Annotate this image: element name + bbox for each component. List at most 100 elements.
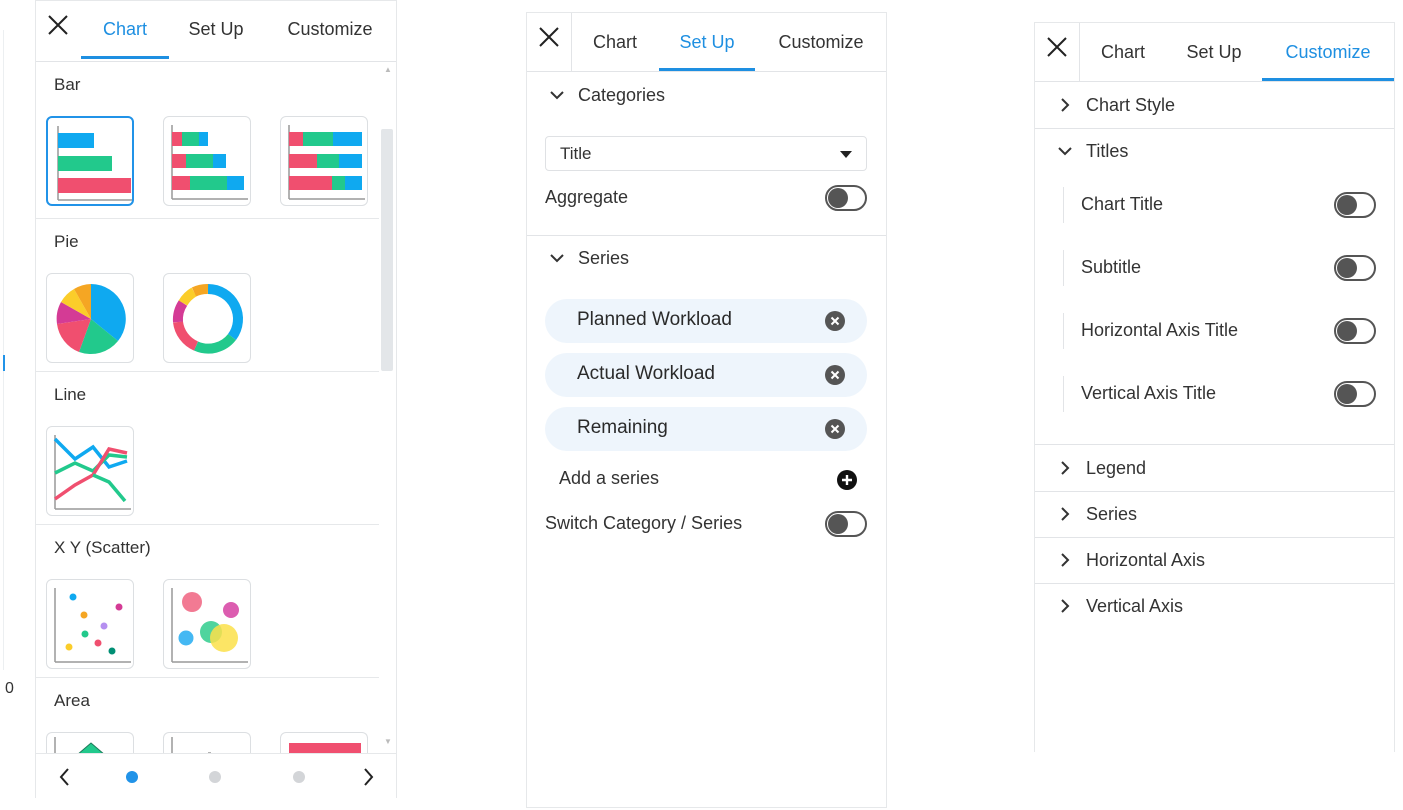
- series-section-header[interactable]: Series: [1035, 491, 1394, 538]
- chevron-down-icon: [550, 254, 564, 263]
- category-label-scatter: X Y (Scatter): [54, 538, 151, 557]
- remove-series-icon[interactable]: [825, 419, 845, 439]
- scroll-down-arrow-icon[interactable]: ▼: [384, 737, 392, 746]
- chart-thumb-bar-stacked[interactable]: [163, 116, 251, 206]
- donut-chart-icon: [172, 284, 243, 354]
- chart-thumb-bar-100[interactable]: [280, 116, 368, 206]
- background-zero-label: 0: [5, 680, 14, 697]
- aggregate-toggle[interactable]: [825, 185, 867, 211]
- horizontal-axis-title-label: Horizontal Axis Title: [1081, 320, 1239, 340]
- tree-guide-line: [1063, 187, 1064, 223]
- categories-section-header[interactable]: Categories: [527, 73, 886, 119]
- series-chip[interactable]: Actual Workload: [545, 353, 867, 397]
- pager-dot-1[interactable]: [126, 771, 138, 783]
- chart-thumb-pie[interactable]: [46, 273, 134, 363]
- setup-panel: Chart Set Up Customize Categories Title …: [526, 12, 887, 808]
- remove-series-icon[interactable]: [825, 311, 845, 331]
- chevron-right-icon: [1061, 98, 1070, 112]
- pager-dot-3[interactable]: [293, 771, 305, 783]
- chevron-left-icon[interactable]: [58, 767, 72, 787]
- series-section-header[interactable]: Series: [527, 236, 886, 282]
- add-series-label[interactable]: Add a series: [559, 468, 660, 488]
- tab-chart[interactable]: Chart: [592, 32, 637, 52]
- subtitle-label: Subtitle: [1081, 257, 1142, 277]
- chevron-down-icon: [550, 91, 564, 100]
- titles-section-header[interactable]: Titles: [1035, 128, 1394, 174]
- tab-bar: Chart Set Up Customize: [527, 13, 886, 72]
- scrollbar-thumb[interactable]: [381, 129, 393, 371]
- close-button[interactable]: [36, 1, 80, 61]
- series-section-label: Series: [578, 248, 630, 268]
- aggregate-label: Aggregate: [545, 187, 629, 207]
- close-icon: [1047, 37, 1067, 57]
- switch-category-series-toggle[interactable]: [825, 511, 867, 537]
- category-select-value: Title: [560, 144, 592, 163]
- tab-customize[interactable]: Customize: [778, 32, 864, 52]
- series-chip-label: Planned Workload: [577, 309, 732, 330]
- chart-style-section-header[interactable]: Chart Style: [1035, 82, 1394, 129]
- chart-thumb-area[interactable]: [46, 732, 134, 754]
- chevron-right-icon: [1061, 507, 1070, 521]
- chevron-right-icon: [1061, 599, 1070, 613]
- bar-grouped-icon: [57, 126, 132, 201]
- pager-dot-2[interactable]: [209, 771, 221, 783]
- series-section-label: Series: [1086, 504, 1138, 524]
- series-chip-label: Remaining: [577, 417, 668, 438]
- chart-title-toggle[interactable]: [1334, 192, 1376, 218]
- area-stacked-icon: [171, 737, 211, 754]
- category-select[interactable]: Title: [545, 136, 867, 171]
- horizontal-axis-section-header[interactable]: Horizontal Axis: [1035, 537, 1394, 584]
- chart-type-panel: Chart Set Up Customize Bar: [35, 0, 397, 800]
- chart-thumb-area-100[interactable]: [280, 732, 368, 754]
- pie-chart-icon: [56, 284, 126, 355]
- line-chart-icon: [53, 435, 131, 510]
- tab-set-up[interactable]: Set Up: [1186, 42, 1242, 62]
- chart-style-section-label: Chart Style: [1086, 95, 1176, 115]
- bar-percent-icon: [288, 125, 365, 200]
- vertical-axis-title-label: Vertical Axis Title: [1081, 383, 1217, 403]
- category-label-bar: Bar: [54, 75, 81, 94]
- chevron-right-icon: [1061, 553, 1070, 567]
- vertical-axis-title-toggle[interactable]: [1334, 381, 1376, 407]
- tree-guide-line: [1063, 376, 1064, 412]
- background-edge-mark: [3, 355, 5, 371]
- scatter-chart-icon: [54, 588, 131, 663]
- chart-thumb-bar-grouped[interactable]: [46, 116, 134, 206]
- series-chip[interactable]: Remaining: [545, 407, 867, 451]
- chevron-down-icon: [1058, 147, 1072, 156]
- chart-thumb-bubble[interactable]: [163, 579, 251, 669]
- section-divider: [1035, 444, 1394, 445]
- plus-circle-icon[interactable]: [837, 470, 857, 490]
- horizontal-axis-title-toggle[interactable]: [1334, 318, 1376, 344]
- close-button[interactable]: [527, 13, 572, 71]
- tab-set-up[interactable]: Set Up: [188, 19, 244, 39]
- chart-thumb-line[interactable]: [46, 426, 134, 516]
- scroll-up-arrow-icon[interactable]: ▲: [384, 65, 392, 74]
- horizontal-axis-section-label: Horizontal Axis: [1086, 550, 1206, 570]
- subtitle-toggle[interactable]: [1334, 255, 1376, 281]
- close-icon: [539, 27, 559, 47]
- area-chart-icon: [54, 737, 105, 754]
- series-chip[interactable]: Planned Workload: [545, 299, 867, 343]
- close-button[interactable]: [1035, 23, 1080, 81]
- titles-section-label: Titles: [1086, 141, 1129, 161]
- legend-section-header[interactable]: Legend: [1035, 445, 1394, 492]
- chart-title-label: Chart Title: [1081, 194, 1164, 214]
- tab-customize[interactable]: Customize: [1262, 23, 1394, 81]
- tab-set-up[interactable]: Set Up: [659, 13, 755, 71]
- caret-down-icon: [840, 151, 852, 158]
- tab-chart[interactable]: Chart: [81, 1, 169, 59]
- chart-thumb-donut[interactable]: [163, 273, 251, 363]
- tab-bar: Chart Set Up Customize: [36, 1, 396, 62]
- tab-customize[interactable]: Customize: [287, 19, 373, 39]
- chart-thumb-area-stacked[interactable]: [163, 732, 251, 754]
- chart-thumb-scatter[interactable]: [46, 579, 134, 669]
- chevron-right-icon[interactable]: [361, 767, 375, 787]
- vertical-axis-section-label: Vertical Axis: [1086, 596, 1184, 616]
- tab-chart[interactable]: Chart: [1100, 42, 1145, 62]
- category-label-pie: Pie: [54, 232, 79, 251]
- remove-series-icon[interactable]: [825, 365, 845, 385]
- bubble-chart-icon: [171, 588, 248, 663]
- vertical-axis-section-header[interactable]: Vertical Axis: [1035, 583, 1394, 629]
- category-label-area: Area: [54, 691, 90, 710]
